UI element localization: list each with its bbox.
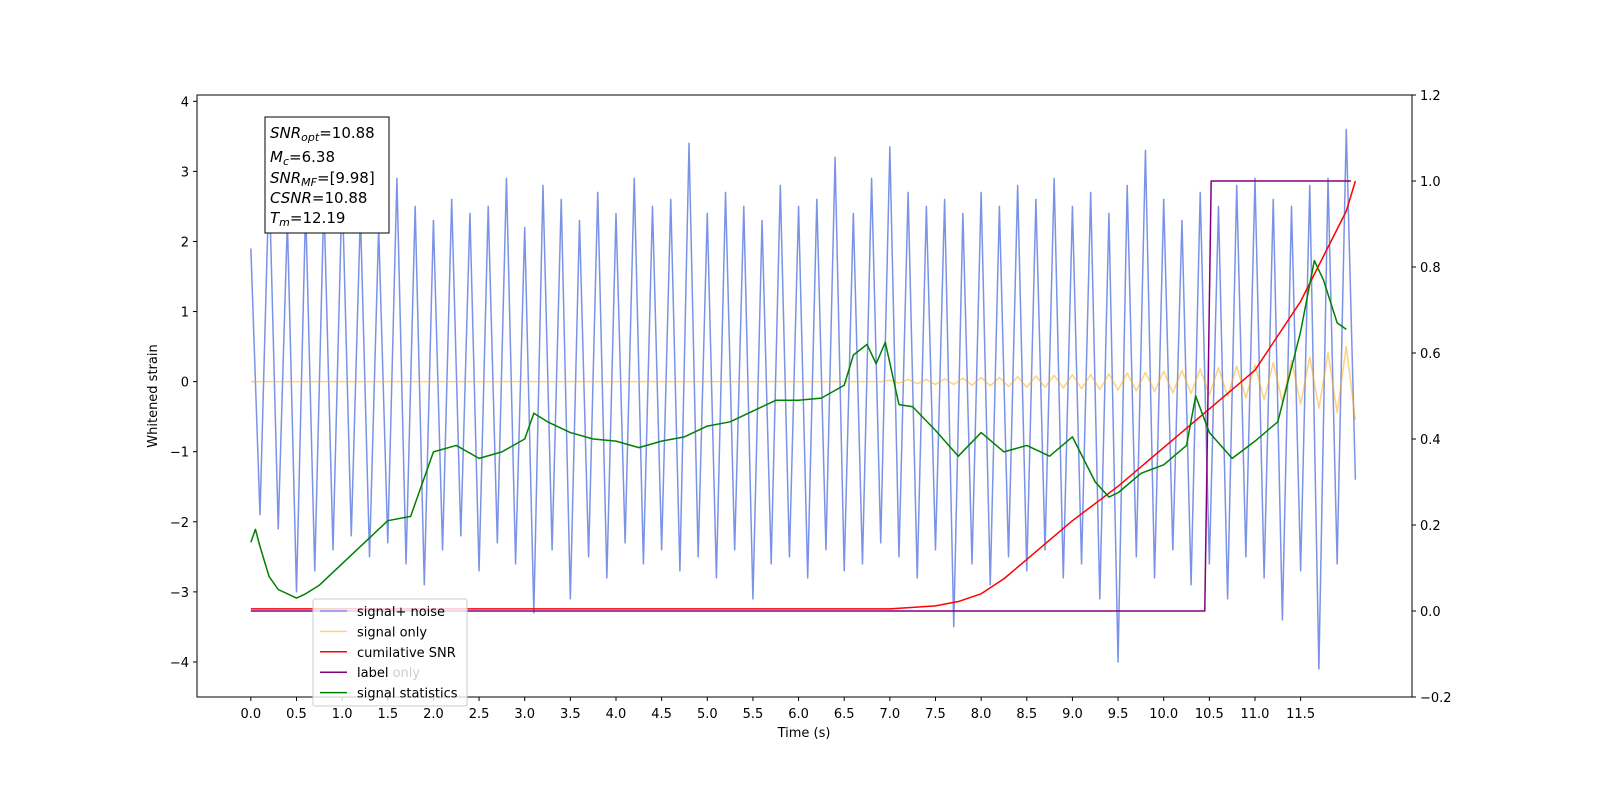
annotation-line: Tm=12.19: [270, 209, 345, 229]
annotation-subscript: c: [283, 155, 289, 168]
y-tick-label: 4: [181, 95, 189, 110]
y2-tick-label: 0.2: [1420, 519, 1441, 534]
y2-tick-label: 1.2: [1420, 89, 1441, 104]
x-tick-label: 4.5: [651, 707, 672, 722]
x-tick-label: 8.0: [971, 707, 992, 722]
x-tick-label: 0.0: [241, 707, 262, 722]
legend-label: cumilative SNR: [357, 646, 456, 661]
annotation-value: =10.88: [319, 124, 375, 142]
x-tick-label: 9.0: [1062, 707, 1083, 722]
x-tick-label: 5.5: [743, 707, 764, 722]
annotation-subscript: MF: [301, 176, 317, 189]
x-axis-label: Time (s): [777, 726, 831, 741]
x-tick-label: 10.5: [1195, 707, 1224, 722]
annotation-value: =[9.98]: [317, 169, 375, 187]
annotation-symbol: T: [270, 209, 281, 227]
annotation-line: CSNR=10.88: [270, 189, 367, 207]
annotation-symbol: CSNR: [270, 189, 312, 207]
legend-label: signal statistics: [357, 687, 458, 702]
annotation-line: Mc=6.38: [270, 148, 335, 168]
x-tick-label: 2.0: [423, 707, 444, 722]
x-tick-label: 3.0: [514, 707, 535, 722]
x-tick-label: 2.5: [469, 707, 490, 722]
x-tick-label: 7.5: [925, 707, 946, 722]
x-tick-label: 5.0: [697, 707, 718, 722]
legend-label: label: [357, 666, 388, 681]
y-tick-label: −2: [170, 516, 189, 531]
y2-tick-label: 1.0: [1420, 175, 1441, 190]
annotation-symbol: M: [270, 148, 283, 166]
y2-tick-label: 0.4: [1420, 433, 1441, 448]
x-tick-label: 9.5: [1108, 707, 1129, 722]
y2-tick-label: −0.2: [1420, 691, 1452, 706]
legend-box: [312, 598, 468, 707]
x-tick-label: 4.0: [606, 707, 627, 722]
y-tick-label: 3: [181, 165, 189, 180]
y-tick-label: −4: [170, 656, 189, 671]
x-tick-label: 7.0: [880, 707, 901, 722]
annotation-line: SNRMF=[9.98]: [270, 169, 375, 189]
series-line: [250, 180, 1351, 612]
x-tick-label: 11.0: [1241, 707, 1270, 722]
y-tick-label: 1: [181, 306, 189, 321]
annotation-value: =10.88: [312, 189, 368, 207]
x-tick-label: 11.5: [1286, 707, 1315, 722]
x-tick-label: 1.5: [377, 707, 398, 722]
annotation-line: SNRopt=10.88: [270, 124, 375, 144]
x-tick-label: 1.0: [332, 707, 353, 722]
series-line: [250, 180, 1357, 610]
legend-label: signal only: [357, 625, 427, 640]
y2-tick-label: 0.6: [1420, 347, 1441, 362]
annotation-value: =6.38: [289, 148, 335, 166]
annotation-symbol: SNR: [270, 124, 301, 142]
x-tick-label: 6.0: [788, 707, 809, 722]
x-tick-label: 3.5: [560, 707, 581, 722]
x-tick-label: 0.5: [286, 707, 307, 722]
y-tick-label: −3: [170, 586, 189, 601]
x-tick-label: 8.5: [1016, 707, 1037, 722]
plot-frame: [196, 94, 1413, 698]
annotation-box: [264, 116, 390, 234]
legend-label: signal+ noise: [357, 605, 445, 620]
y-axis-label: Whitened strain: [146, 344, 161, 447]
y-tick-label: −1: [170, 446, 189, 461]
series-line: [250, 259, 1347, 599]
y2-tick-label: 0.0: [1420, 605, 1441, 620]
series-line: [250, 345, 1357, 421]
annotation-subscript: opt: [301, 131, 320, 144]
series-line: [250, 128, 1357, 670]
x-tick-label: 10.0: [1149, 707, 1178, 722]
y-tick-label: 0: [181, 376, 189, 391]
y2-tick-label: 0.8: [1420, 261, 1441, 276]
x-tick-label: 6.5: [834, 707, 855, 722]
y-tick-label: 2: [181, 235, 189, 250]
annotation-value: =12.19: [290, 209, 346, 227]
annotation-symbol: SNR: [270, 169, 301, 187]
annotation-subscript: m: [279, 216, 290, 229]
